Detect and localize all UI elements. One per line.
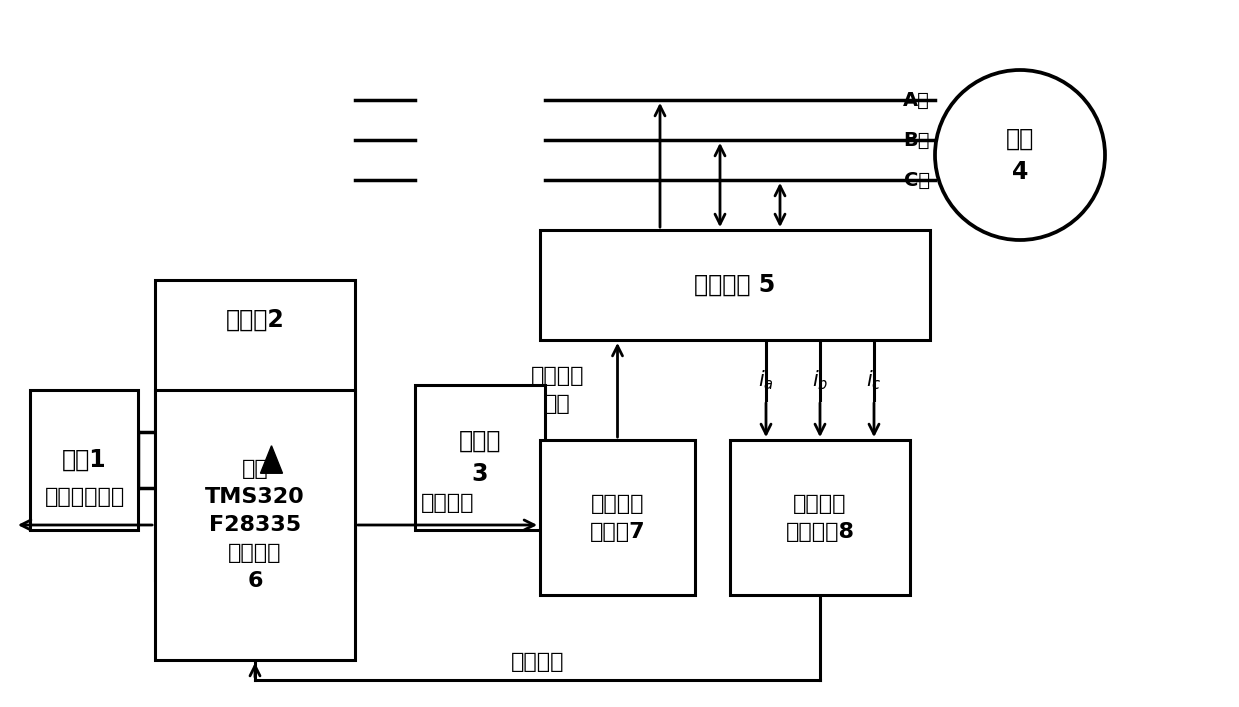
Text: 响应信号
处理电路8: 响应信号 处理电路8 xyxy=(786,493,855,542)
Bar xyxy=(540,440,695,595)
Text: 电机
4: 电机 4 xyxy=(1006,127,1035,184)
Text: 阻波器
3: 阻波器 3 xyxy=(458,428,502,486)
Text: 逆变器2: 逆变器2 xyxy=(225,308,285,332)
Text: 电源1: 电源1 xyxy=(62,448,107,472)
Text: B相: B相 xyxy=(903,131,930,149)
Text: A相: A相 xyxy=(903,90,930,110)
Text: 高频检测
信号: 高频检测 信号 xyxy=(530,366,585,414)
Text: $i_b$: $i_b$ xyxy=(812,368,828,392)
Text: $i_a$: $i_a$ xyxy=(758,368,774,392)
Bar xyxy=(155,390,356,660)
Bar xyxy=(30,390,138,530)
Text: 耦合电路 5: 耦合电路 5 xyxy=(694,273,776,297)
Circle shape xyxy=(935,70,1105,240)
Text: C相: C相 xyxy=(904,170,930,189)
Text: 控制信号: 控制信号 xyxy=(421,493,475,513)
Text: $i_c$: $i_c$ xyxy=(866,368,882,392)
Text: 基于
TMS320
F28335
主控制器
6: 基于 TMS320 F28335 主控制器 6 xyxy=(206,459,305,591)
Bar xyxy=(155,280,356,580)
Polygon shape xyxy=(260,445,282,473)
Bar xyxy=(730,440,909,595)
Text: 高频检测
信号源7: 高频检测 信号源7 xyxy=(590,493,646,542)
Text: 故障报警信号: 故障报警信号 xyxy=(45,487,125,507)
Bar xyxy=(540,230,930,340)
Bar xyxy=(415,385,545,530)
Text: 响应信号: 响应信号 xyxy=(510,652,564,672)
